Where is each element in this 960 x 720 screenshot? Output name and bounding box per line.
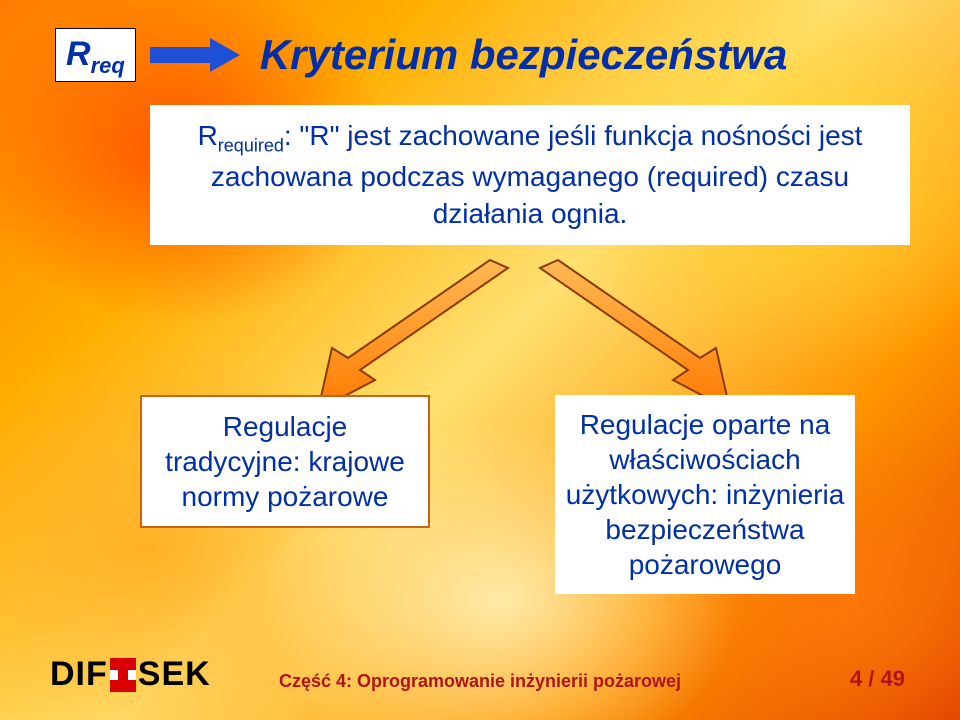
definition-text: : "R" jest zachowane jeśli funkcja nośno… [211,120,863,230]
page-title: Kryterium bezpieczeństwa [260,31,788,79]
logo-i-icon [110,658,136,692]
symbol-sub: req [91,53,125,78]
logo: DIF SEK [50,655,211,694]
definition-prefix-sub: required [218,135,284,155]
title-row: Rreq Kryterium bezpieczeństwa [55,28,787,82]
arrow-down-left-icon [318,260,508,410]
logo-part1: DIF [50,655,108,694]
arrow-down-right-icon [540,260,730,410]
symbol-box: Rreq [55,28,136,82]
symbol-main: R [66,35,91,73]
definition-box: Rrequired: "R" jest zachowane jeśli funk… [150,105,910,245]
definition-prefix-main: R [198,120,218,151]
footer-caption: Część 4: Oprogramowanie inżynierii pożar… [279,671,681,692]
slide: Rreq Kryterium bezpieczeństwa Rrequired:… [0,0,960,720]
logo-part2: SEK [138,655,211,694]
page-number: 4 / 49 [850,666,905,692]
box-traditional-regulations: Regulacje tradycyjne: krajowe normy poża… [140,395,430,528]
box-performance-regulations: Regulacje oparte na właściwościach użytk… [555,395,855,594]
arrow-right-icon [150,41,240,69]
